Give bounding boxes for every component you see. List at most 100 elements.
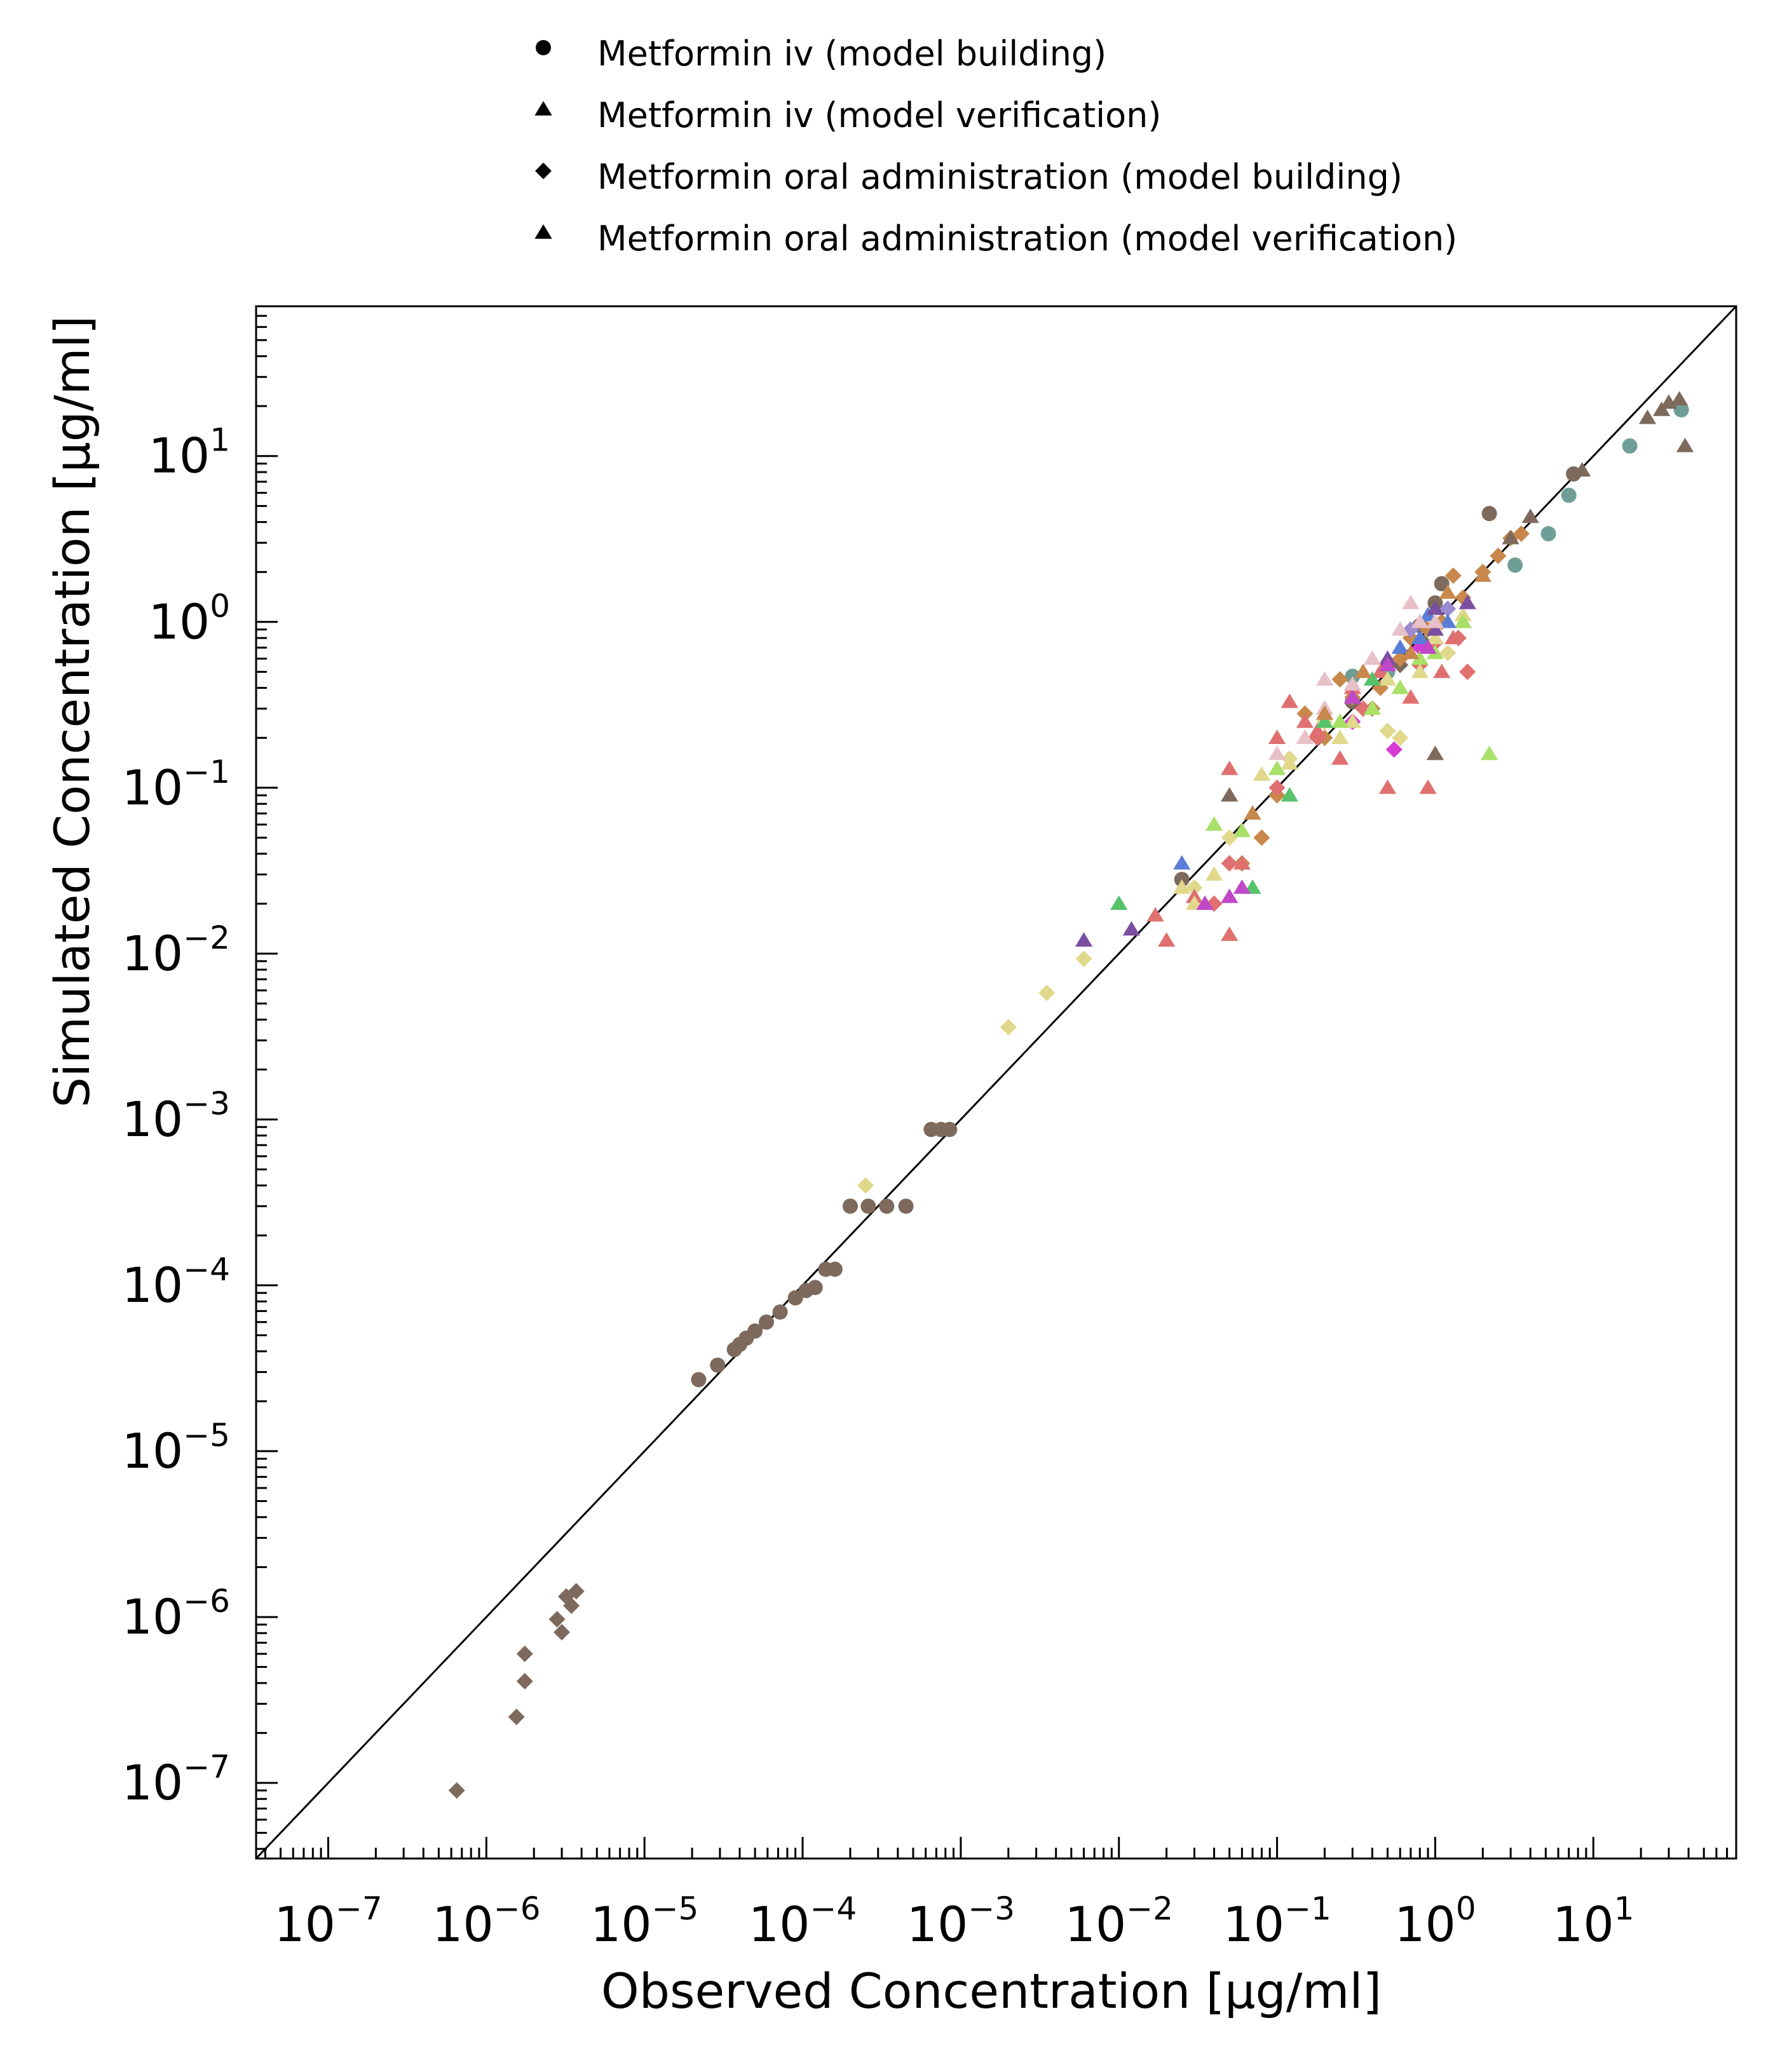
data-point-triangle	[1173, 879, 1191, 894]
data-point-triangle	[1268, 729, 1286, 744]
data-point-triangle	[1411, 613, 1429, 628]
data-point-triangle	[1233, 822, 1251, 837]
data-point-triangle	[1315, 713, 1334, 728]
data-point-triangle	[1439, 584, 1457, 599]
y-tick-label: 10−4	[122, 1251, 230, 1313]
data-point-diamond	[1385, 741, 1403, 758]
data-point-triangle	[1205, 866, 1223, 881]
y-tick-label: 10−2	[122, 919, 230, 982]
data-point-triangle	[1146, 907, 1164, 922]
data-point-circle	[787, 1290, 803, 1306]
data-point-triangle	[1671, 391, 1688, 406]
y-tick-label: 101	[148, 422, 230, 484]
data-point-triangle	[1331, 729, 1349, 744]
x-tick-label: 100	[1394, 1890, 1476, 1953]
data-point-triangle	[1110, 895, 1128, 911]
data-point-triangle	[1157, 932, 1176, 947]
data-point-triangle	[1378, 779, 1397, 794]
data-point-circle	[879, 1198, 895, 1214]
data-point-triangle	[1233, 855, 1251, 870]
data-point-diamond	[1379, 722, 1396, 740]
data-point-triangle	[1233, 879, 1251, 894]
legend-marker-diamond	[535, 163, 552, 179]
data-point-diamond	[448, 1782, 465, 1799]
data-point-circle	[1507, 557, 1523, 573]
x-axis-label: Observed Concentration [µg/ml]	[601, 1963, 1382, 2019]
legend-marker-triangle	[534, 224, 552, 239]
x-tick-label: 10−2	[1064, 1890, 1172, 1953]
data-point-circle	[827, 1261, 843, 1277]
y-tick-label: 10−6	[122, 1583, 230, 1645]
data-point-diamond	[1439, 644, 1457, 661]
data-point-triangle	[1296, 729, 1314, 744]
legend: Metformin iv (model building) Metformin i…	[534, 34, 1457, 259]
data-point-triangle	[1426, 600, 1444, 615]
x-tick-label: 10−7	[274, 1890, 382, 1953]
data-point-triangle	[1315, 705, 1334, 720]
data-point-triangle	[1196, 895, 1214, 911]
data-point-diamond	[1038, 984, 1056, 1001]
data-point-triangle	[1474, 567, 1491, 582]
data-point-triangle	[1402, 644, 1420, 660]
data-point-diamond	[1392, 729, 1409, 747]
data-point-diamond	[1253, 829, 1270, 846]
data-point-circle	[1561, 487, 1577, 503]
data-point-triangle	[1426, 745, 1444, 761]
data-point-triangle	[1173, 855, 1191, 870]
data-point-triangle	[1521, 508, 1539, 524]
data-point-circle	[860, 1198, 876, 1214]
y-axis-label: Simulated Concentration [µg/ml]	[44, 316, 100, 1108]
data-point-triangle	[1573, 462, 1591, 477]
data-point-triangle	[1411, 663, 1429, 679]
data-point-triangle	[1363, 650, 1382, 665]
data-point-diamond	[1512, 525, 1530, 543]
x-tick-label: 10−6	[432, 1890, 540, 1953]
data-point-diamond	[1392, 650, 1409, 667]
data-point-triangle	[1439, 613, 1457, 628]
data-point-triangle	[1391, 679, 1409, 694]
data-point-triangle	[1343, 713, 1361, 728]
data-point-diamond	[1221, 829, 1238, 846]
data-point-triangle	[1426, 613, 1444, 628]
data-point-triangle	[1480, 745, 1498, 761]
data-point-circle	[1622, 438, 1638, 454]
data-point-triangle	[1308, 722, 1326, 738]
x-tick-label: 10−1	[1223, 1890, 1331, 1953]
legend-entry-label: Metformin oral administration (model ver…	[597, 219, 1457, 259]
data-point-circle	[747, 1323, 763, 1339]
plot-area	[255, 305, 1737, 1860]
data-point-triangle	[1433, 663, 1451, 679]
y-tick-label: 10−7	[122, 1749, 230, 1811]
data-point-diamond	[567, 1583, 585, 1600]
data-point-diamond	[1268, 779, 1286, 796]
data-point-triangle	[1363, 671, 1382, 686]
data-point-triangle	[1281, 693, 1298, 708]
x-tick-label: 10−4	[749, 1890, 857, 1953]
y-tick-label: 10−1	[122, 754, 230, 816]
x-tick-label: 10−3	[907, 1890, 1015, 1953]
data-point-triangle	[1676, 437, 1694, 452]
data-point-diamond	[1221, 855, 1238, 872]
x-tick-label: 10−5	[590, 1890, 698, 1953]
data-point-triangle	[1343, 676, 1361, 691]
data-point-circle	[842, 1198, 858, 1214]
data-point-circle	[898, 1198, 914, 1214]
data-point-triangle	[1268, 745, 1286, 761]
data-point-triangle	[1281, 787, 1298, 802]
data-point-diamond	[1439, 600, 1457, 618]
data-point-triangle	[1221, 888, 1239, 904]
data-point-triangle	[1205, 816, 1223, 831]
data-point-triangle	[1391, 639, 1409, 654]
x-tick-label: 101	[1553, 1890, 1634, 1953]
data-point-diamond	[1331, 671, 1349, 688]
data-point-triangle	[1411, 650, 1429, 665]
data-point-circle	[1481, 506, 1497, 522]
data-point-triangle	[1426, 630, 1444, 644]
data-point-triangle	[1221, 926, 1239, 941]
data-point-diamond	[1459, 663, 1476, 681]
identity-line-path	[255, 305, 1737, 1860]
data-point-diamond	[1186, 879, 1203, 896]
data-point-triangle	[1378, 656, 1397, 672]
legend-marker-triangle	[534, 101, 552, 116]
data-point-triangle	[1378, 671, 1397, 686]
